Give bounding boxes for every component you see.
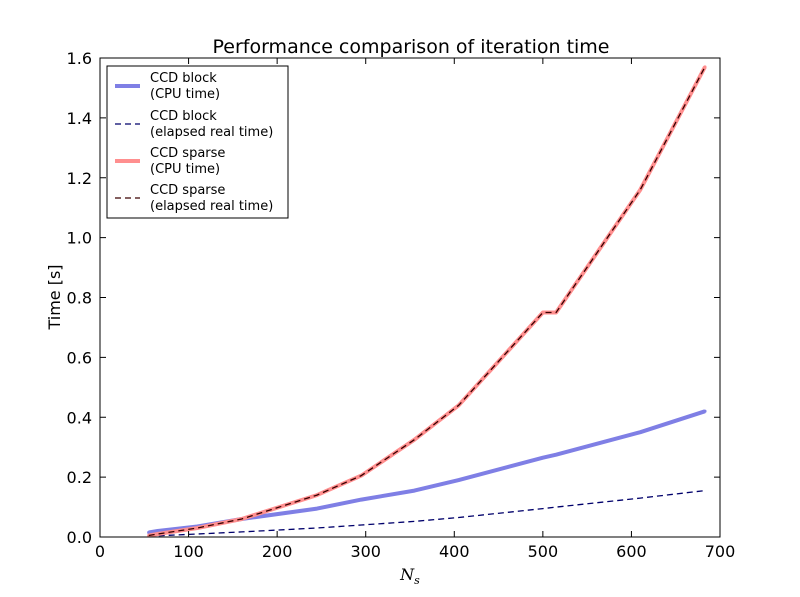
x-tick-label: 200 — [262, 542, 293, 561]
x-axis-label: Ns — [399, 565, 420, 587]
legend-label-ccd-sparse-cpu: CCD sparse (CPU time) — [150, 146, 225, 177]
legend-label-ccd-block-cpu: CCD block (CPU time) — [150, 71, 220, 102]
x-axis-label-sub: s — [414, 574, 420, 587]
data-point-ccd-block-cpu — [638, 430, 642, 434]
data-point-ccd-block-cpu — [412, 488, 417, 493]
data-point-ccd-block-cpu — [457, 478, 461, 482]
tick-layer: 0 100 200 300 400 500 600 700 0.0 0.2 0.4 0.6 0.8 1.0… — [67, 49, 736, 561]
data-point-ccd-block-cpu — [541, 456, 545, 460]
y-tick-label: 0.4 — [67, 408, 92, 427]
data-point-ccd-block-cpu — [315, 506, 319, 511]
y-tick-label: 0.2 — [67, 468, 92, 487]
x-tick-label: 100 — [173, 542, 204, 561]
series-line-ccd-sparse-elapsed — [148, 66, 706, 537]
x-tick-label: 500 — [528, 542, 559, 561]
data-point-ccd-sparse-cpu — [155, 532, 160, 536]
x-axis-label-main: N — [399, 565, 415, 584]
y-tick-label: 0.8 — [67, 289, 92, 308]
y-tick-label: 0.6 — [67, 348, 92, 367]
x-tick-label: 600 — [616, 542, 647, 561]
legend-box — [106, 65, 289, 219]
legend-label-ccd-sparse-elapsed: CCD sparse (elapsed real time) — [150, 183, 273, 214]
data-point-ccd-block-cpu — [703, 409, 707, 413]
data-point-ccd-sparse-cpu — [541, 310, 545, 315]
y-tick-label: 1.6 — [67, 49, 92, 68]
data-point-ccd-block-cpu — [359, 497, 363, 502]
chart-title: Performance comparison of iteration time — [212, 36, 609, 58]
data-point-ccd-block-cpu — [147, 530, 151, 535]
data-point-ccd-sparse-cpu — [703, 65, 707, 69]
y-tick-label: 0.0 — [67, 528, 92, 547]
data-point-ccd-block-cpu — [554, 453, 558, 457]
series-line-ccd-block-elapsed — [148, 489, 705, 537]
y-tick-label: 1.2 — [67, 169, 92, 188]
x-tick-label: 700 — [705, 542, 736, 561]
y-tick-label: 1.4 — [67, 109, 92, 128]
series-layer — [147, 65, 707, 538]
y-tick-label: 1.0 — [67, 229, 92, 248]
legend: CCD block (CPU time) CCD block (elapsed re… — [106, 65, 289, 219]
x-tick-label: 400 — [439, 542, 470, 561]
y-axis-label: Time [s] — [45, 264, 64, 330]
legend-label-ccd-block-elapsed: CCD block (elapsed real time) — [150, 109, 273, 140]
data-point-ccd-block-cpu — [155, 529, 160, 533]
x-tick-label: 0 — [95, 542, 105, 561]
x-tick-label: 300 — [350, 542, 381, 561]
